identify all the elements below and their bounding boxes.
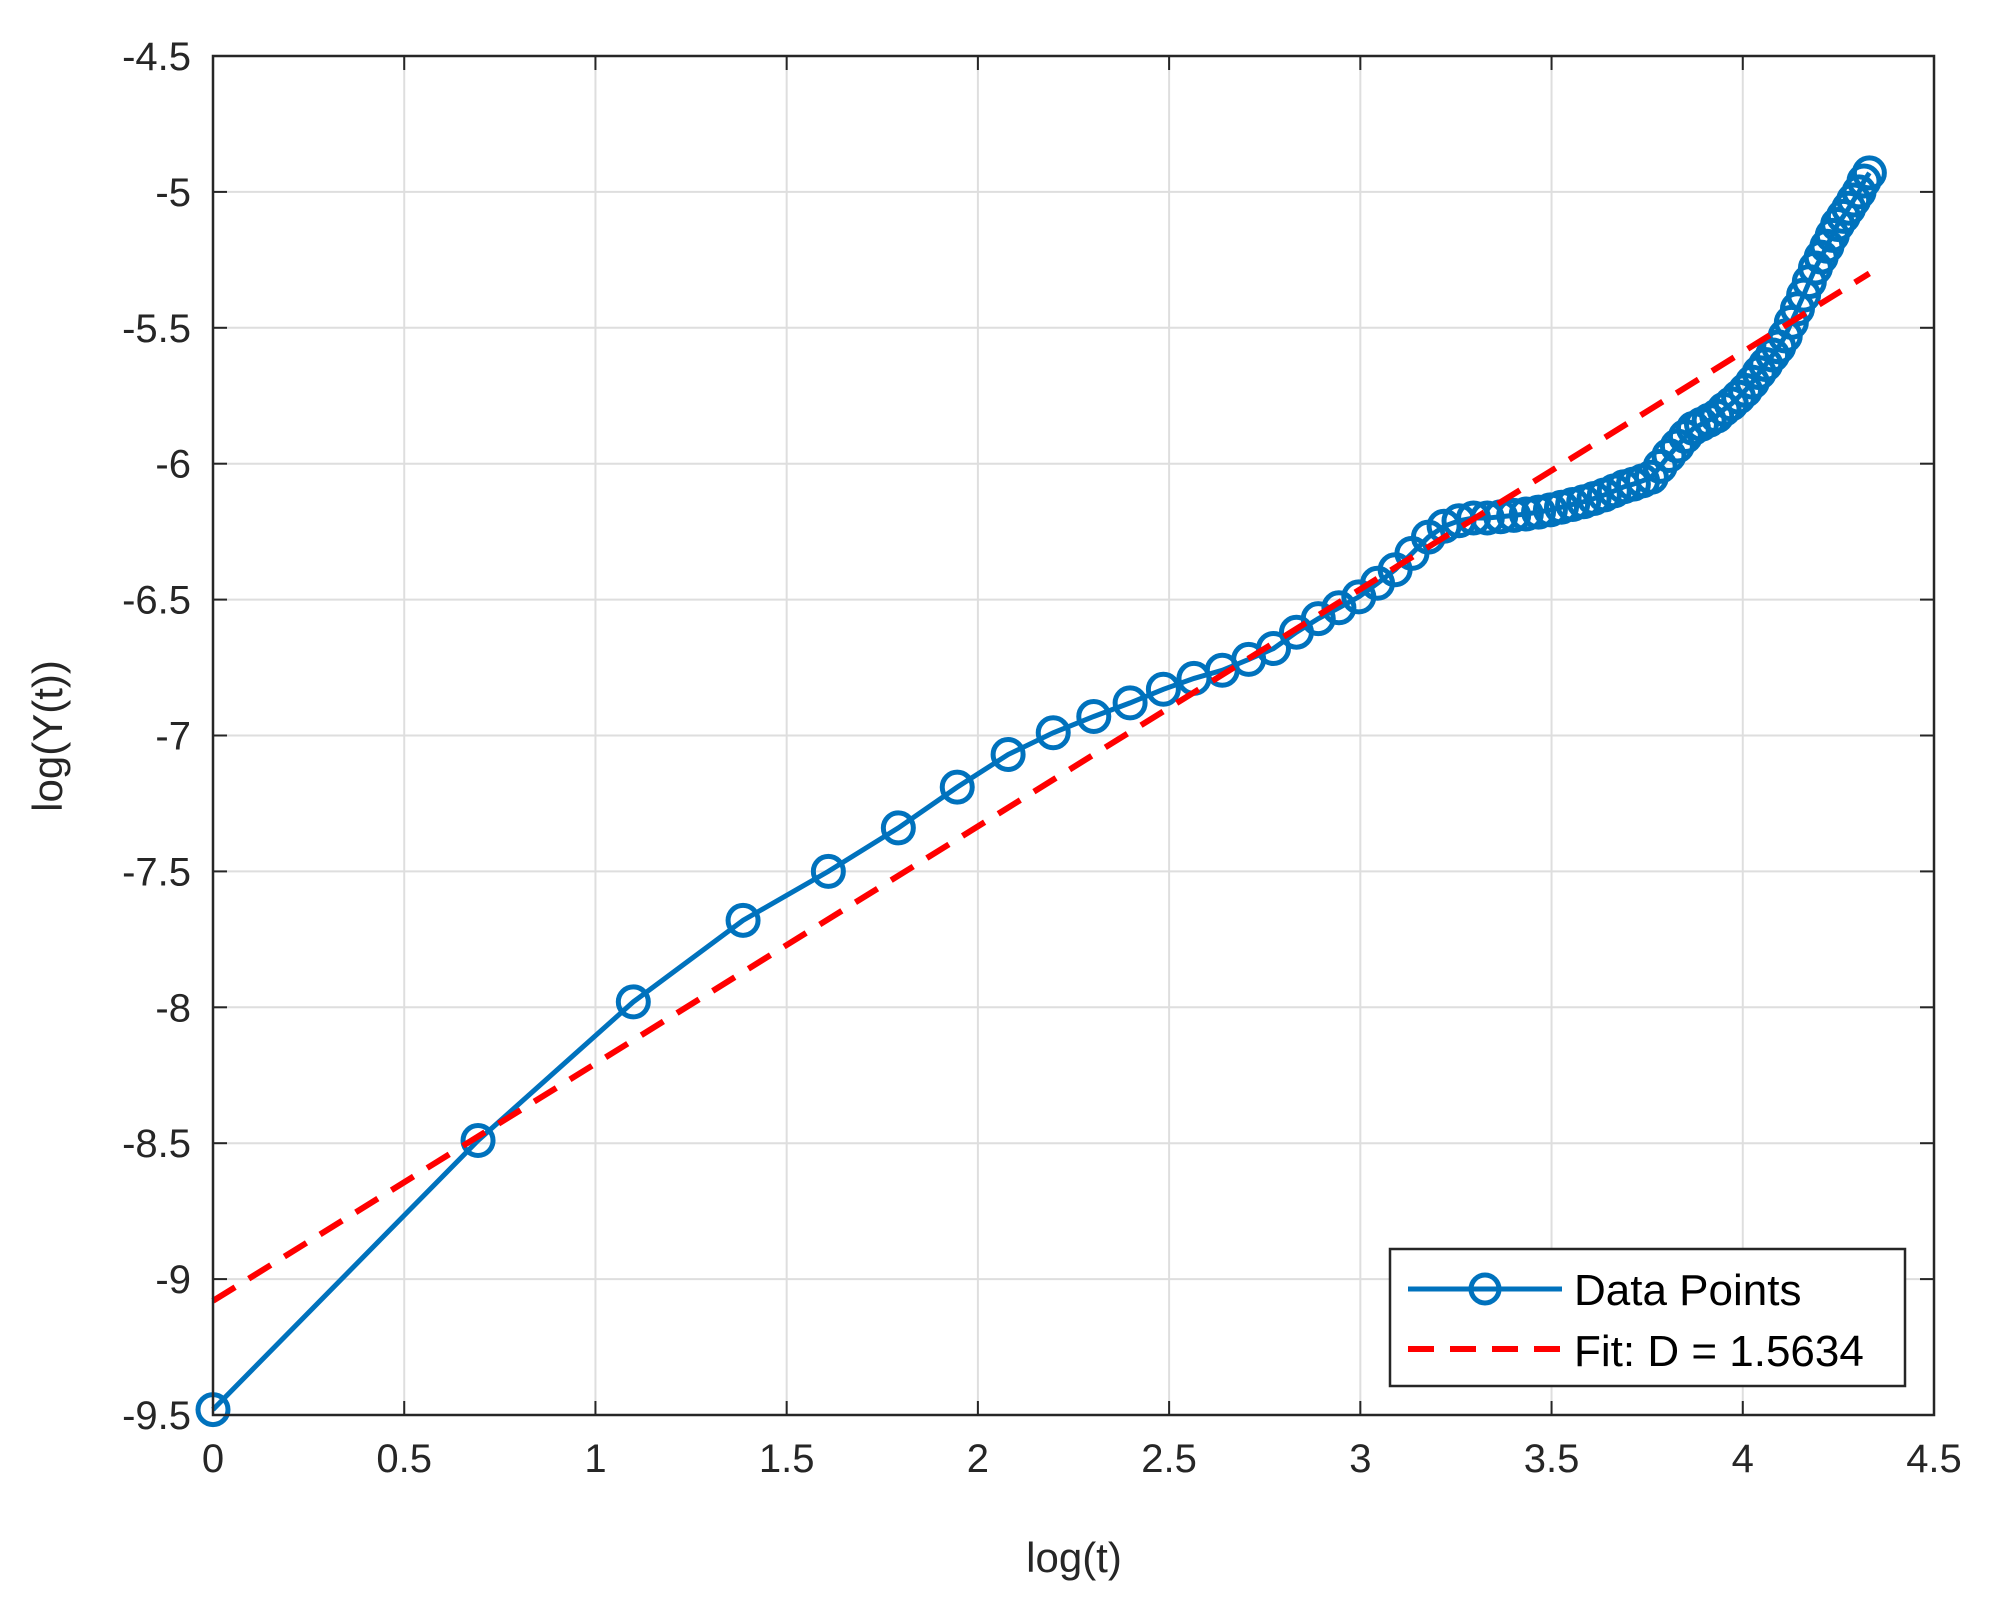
y-axis-label: log(Y(t)) [24,660,71,812]
legend: Data Points Fit: D = 1.5634 [1388,1247,1907,1388]
data-point-marker [1300,601,1336,637]
y-tick-label: -9 [155,1258,191,1302]
data-point-marker [1035,715,1071,751]
y-tick-label: -9.5 [122,1394,191,1438]
data-point-marker [1633,459,1669,495]
data-point-marker [990,737,1026,773]
data-point-marker [1456,500,1492,536]
data-point-marker [1642,448,1678,484]
data-point-marker [880,810,916,846]
data-point-marker [1076,698,1112,734]
data-point-marker [1112,685,1148,721]
x-tick-label: 1.5 [759,1437,815,1481]
y-tick-label: -4.5 [122,35,191,79]
y-tick-label: -7 [155,715,191,759]
data-point-marker [615,984,651,1020]
legend-fit-label: Fit: D = 1.5634 [1574,1327,1864,1376]
data-point-marker [939,769,975,805]
x-tick-label: 2 [967,1437,989,1481]
series-layer [195,155,1887,1428]
data-point-marker [1256,631,1292,667]
x-tick-label: 2.5 [1141,1437,1197,1481]
y-tick-label: -5 [155,171,191,215]
legend-data-label: Data Points [1574,1266,1801,1315]
y-tick-label: -6.5 [122,579,191,623]
y-tick-label: -7.5 [122,850,191,894]
x-tick-label: 1 [584,1437,606,1481]
y-tick-label: -6 [155,443,191,487]
data-point-marker [460,1122,496,1158]
x-tick-label: 3 [1349,1437,1371,1481]
x-tick-label: 4 [1732,1437,1754,1481]
data-point-marker [1145,671,1181,707]
x-tick-label: 4.5 [1906,1437,1962,1481]
x-tick-label: 3.5 [1524,1437,1580,1481]
y-tick-label: -8 [155,986,191,1030]
data-point-marker [1321,590,1357,626]
legend-data-marker [1468,1272,1502,1306]
x-axis-label: log(t) [1026,1534,1122,1581]
plot-frame [211,54,1936,1417]
ticks: 0 0.5 1 1.5 2 2.5 3 3.5 4 4.5 -4.5 -5 -5.5 -6 -6.5 -7 -7… [122,35,1962,1481]
x-tick-label: 0.5 [376,1437,432,1481]
y-tick-label: -8.5 [122,1122,191,1166]
x-tick-label: 0 [202,1437,224,1481]
data-point-marker [810,853,846,889]
data-point-marker [1851,155,1887,191]
data-point-marker [1496,497,1532,533]
fit-line [211,270,1871,1304]
y-tick-label: -5.5 [122,307,191,351]
data-point-marker [725,902,761,938]
legend-box [1388,1247,1907,1388]
data-point-marker [1508,496,1544,532]
